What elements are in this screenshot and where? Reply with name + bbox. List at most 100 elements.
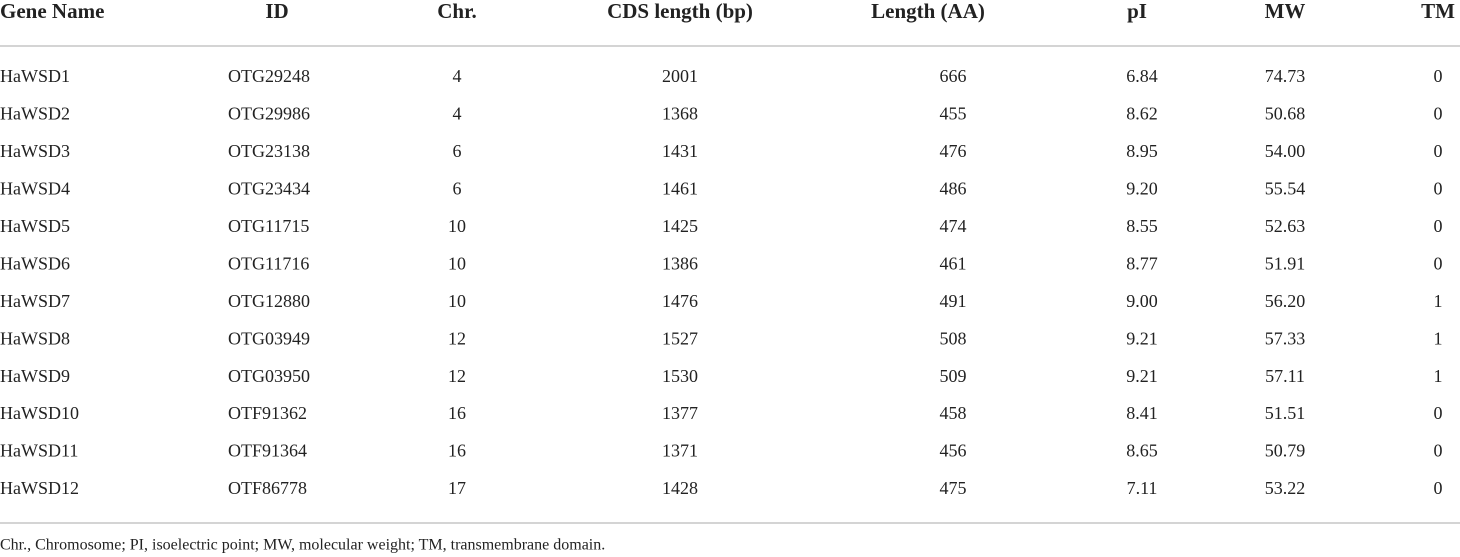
table-cell: OTG29986 [228, 104, 310, 124]
table-cell: HaWSD10 [0, 403, 79, 423]
table-cell: 8.95 [1126, 141, 1158, 161]
table-cell: 53.22 [1265, 478, 1306, 498]
table-cell: 455 [940, 104, 967, 124]
table-cell: 51.91 [1265, 253, 1306, 273]
table-cell: HaWSD3 [0, 141, 70, 161]
table-cell: 2001 [662, 66, 698, 86]
column-header: Chr. [437, 0, 477, 23]
table-cell: HaWSD2 [0, 104, 70, 124]
table-cell: 666 [940, 66, 967, 86]
table-cell: 1371 [662, 441, 698, 461]
table-cell: 17 [448, 478, 466, 498]
table-cell: 475 [940, 478, 967, 498]
table-cell: 50.68 [1265, 104, 1306, 124]
table-cell: 1527 [662, 328, 698, 348]
table-cell: 1386 [662, 253, 698, 273]
table-cell: 12 [448, 328, 466, 348]
column-header: Length (AA) [871, 0, 985, 23]
table-cell: 57.33 [1265, 328, 1306, 348]
table-cell: HaWSD1 [0, 66, 70, 86]
table-cell: OTF91362 [228, 403, 307, 423]
column-header: CDS length (bp) [607, 0, 753, 23]
table-cell: 8.62 [1126, 104, 1158, 124]
table-cell: 461 [940, 253, 967, 273]
table-cell: OTG11716 [228, 253, 309, 273]
table-cell: 74.73 [1265, 66, 1306, 86]
column-header: TM [1421, 0, 1455, 23]
table-cell: 458 [940, 403, 967, 423]
table-cell: HaWSD11 [0, 441, 78, 461]
table-cell: 4 [453, 66, 462, 86]
table-cell: 1377 [662, 403, 698, 423]
table-cell: 8.65 [1126, 441, 1158, 461]
table-cell: 491 [940, 291, 967, 311]
table-cell: OTF91364 [228, 441, 307, 461]
table-cell: 0 [1434, 141, 1443, 161]
table-cell: 1 [1434, 366, 1443, 386]
table-cell: 1368 [662, 104, 698, 124]
table-cell: 0 [1434, 441, 1443, 461]
table-cell: 509 [940, 366, 967, 386]
table-cell: 51.51 [1265, 403, 1306, 423]
table-cell: 0 [1434, 403, 1443, 423]
table-cell: 508 [940, 328, 967, 348]
table-cell: 55.54 [1265, 178, 1306, 198]
table-cell: 9.20 [1126, 178, 1158, 198]
table-cell: 1431 [662, 141, 698, 161]
table-cell: OTG23434 [228, 178, 310, 198]
table-cell: 0 [1434, 216, 1443, 236]
table-cell: 56.20 [1265, 291, 1306, 311]
table-cell: 0 [1434, 253, 1443, 273]
table-cell: OTG03950 [228, 366, 310, 386]
column-header: pI [1127, 0, 1147, 23]
table-cell: OTF86778 [228, 478, 307, 498]
table-cell: 8.77 [1126, 253, 1158, 273]
table-cell: HaWSD7 [0, 291, 70, 311]
table-cell: 6 [453, 141, 462, 161]
table-cell: 52.63 [1265, 216, 1306, 236]
column-header: MW [1265, 0, 1306, 23]
table-cell: 0 [1434, 478, 1443, 498]
footnote: Chr., Chromosome; PI, isoelectric point;… [0, 537, 605, 554]
table-cell: 8.55 [1126, 216, 1158, 236]
table-cell: 8.41 [1126, 403, 1158, 423]
table-cell: 4 [453, 104, 462, 124]
table-cell: OTG29248 [228, 66, 310, 86]
table-cell: HaWSD6 [0, 253, 70, 273]
table-cell: 50.79 [1265, 441, 1306, 461]
table-cell: 6.84 [1126, 66, 1158, 86]
table-cell: HaWSD12 [0, 478, 79, 498]
table-cell: 9.21 [1126, 366, 1158, 386]
table-cell: 9.00 [1126, 291, 1158, 311]
table-cell: 0 [1434, 178, 1443, 198]
column-header: Gene Name [0, 0, 104, 23]
table-cell: 486 [940, 178, 967, 198]
table-cell: HaWSD5 [0, 216, 70, 236]
table-cell: HaWSD4 [0, 178, 70, 198]
column-header: ID [265, 0, 288, 23]
table-cell: 1530 [662, 366, 698, 386]
table-cell: OTG11715 [228, 216, 309, 236]
table-cell: 54.00 [1265, 141, 1306, 161]
table-cell: HaWSD9 [0, 366, 70, 386]
table-cell: 474 [940, 216, 967, 236]
table-cell: 0 [1434, 66, 1443, 86]
table-cell: OTG12880 [228, 291, 310, 311]
table-cell: OTG03949 [228, 328, 310, 348]
table-cell: 1 [1434, 291, 1443, 311]
table-cell: HaWSD8 [0, 328, 70, 348]
table-cell: 1 [1434, 328, 1443, 348]
table-cell: 9.21 [1126, 328, 1158, 348]
table-cell: 476 [940, 141, 967, 161]
table-cell: 10 [448, 291, 466, 311]
table-cell: 456 [940, 441, 967, 461]
table-cell: 1476 [662, 291, 698, 311]
table-cell: 10 [448, 216, 466, 236]
table-cell: 0 [1434, 104, 1443, 124]
table-cell: 6 [453, 178, 462, 198]
table-cell: OTG23138 [228, 141, 310, 161]
table-cell: 16 [448, 403, 466, 423]
table-cell: 1428 [662, 478, 698, 498]
table-cell: 1425 [662, 216, 698, 236]
